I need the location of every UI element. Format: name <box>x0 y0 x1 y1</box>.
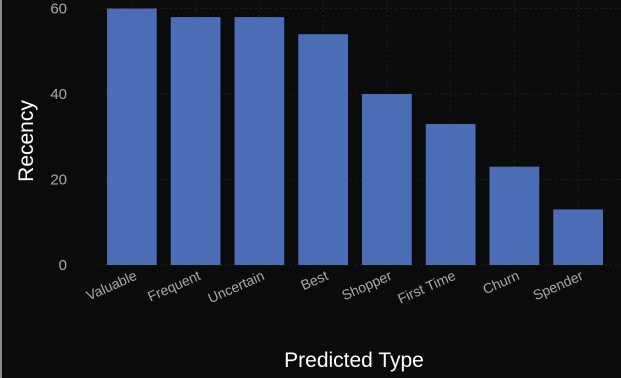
x-axis-label: Predicted Type <box>284 349 424 372</box>
bar-frequent <box>170 17 221 266</box>
x-tick-label-churn: Churn <box>480 267 521 297</box>
bar-first-time <box>425 123 476 265</box>
bar-best <box>298 34 348 266</box>
y-tick-labels: 0 20 40 60 <box>50 1 67 274</box>
x-tick-labels: Valuable Frequent Uncertain Best Shopper Firs… <box>84 267 586 307</box>
x-tick-label-best: Best <box>298 267 330 293</box>
x-tick-label-valuable: Valuable <box>84 267 140 303</box>
x-tick-label-first-time: First Time <box>395 267 458 307</box>
y-tick-label-2: 40 <box>50 86 67 103</box>
x-tick-label-shopper: Shopper <box>339 267 394 303</box>
y-tick-label-3: 60 <box>50 1 67 18</box>
x-tick-label-uncertain: Uncertain <box>205 267 266 306</box>
bars <box>107 8 603 266</box>
y-axis-label: Recency <box>15 100 38 182</box>
bar-spender <box>553 209 603 265</box>
bar-uncertain <box>234 17 285 266</box>
bar-valuable <box>107 8 157 265</box>
y-tick-label-0: 0 <box>59 257 67 274</box>
y-tick-label-1: 20 <box>50 172 67 189</box>
bar-churn <box>489 166 540 265</box>
bar-shopper <box>362 94 412 265</box>
x-tick-label-frequent: Frequent <box>145 267 203 304</box>
x-tick-label-spender: Spender <box>530 267 585 303</box>
